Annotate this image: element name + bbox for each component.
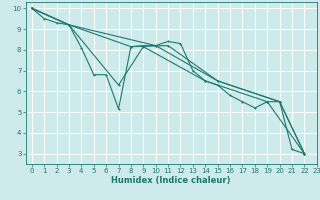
X-axis label: Humidex (Indice chaleur): Humidex (Indice chaleur) [111,176,231,185]
